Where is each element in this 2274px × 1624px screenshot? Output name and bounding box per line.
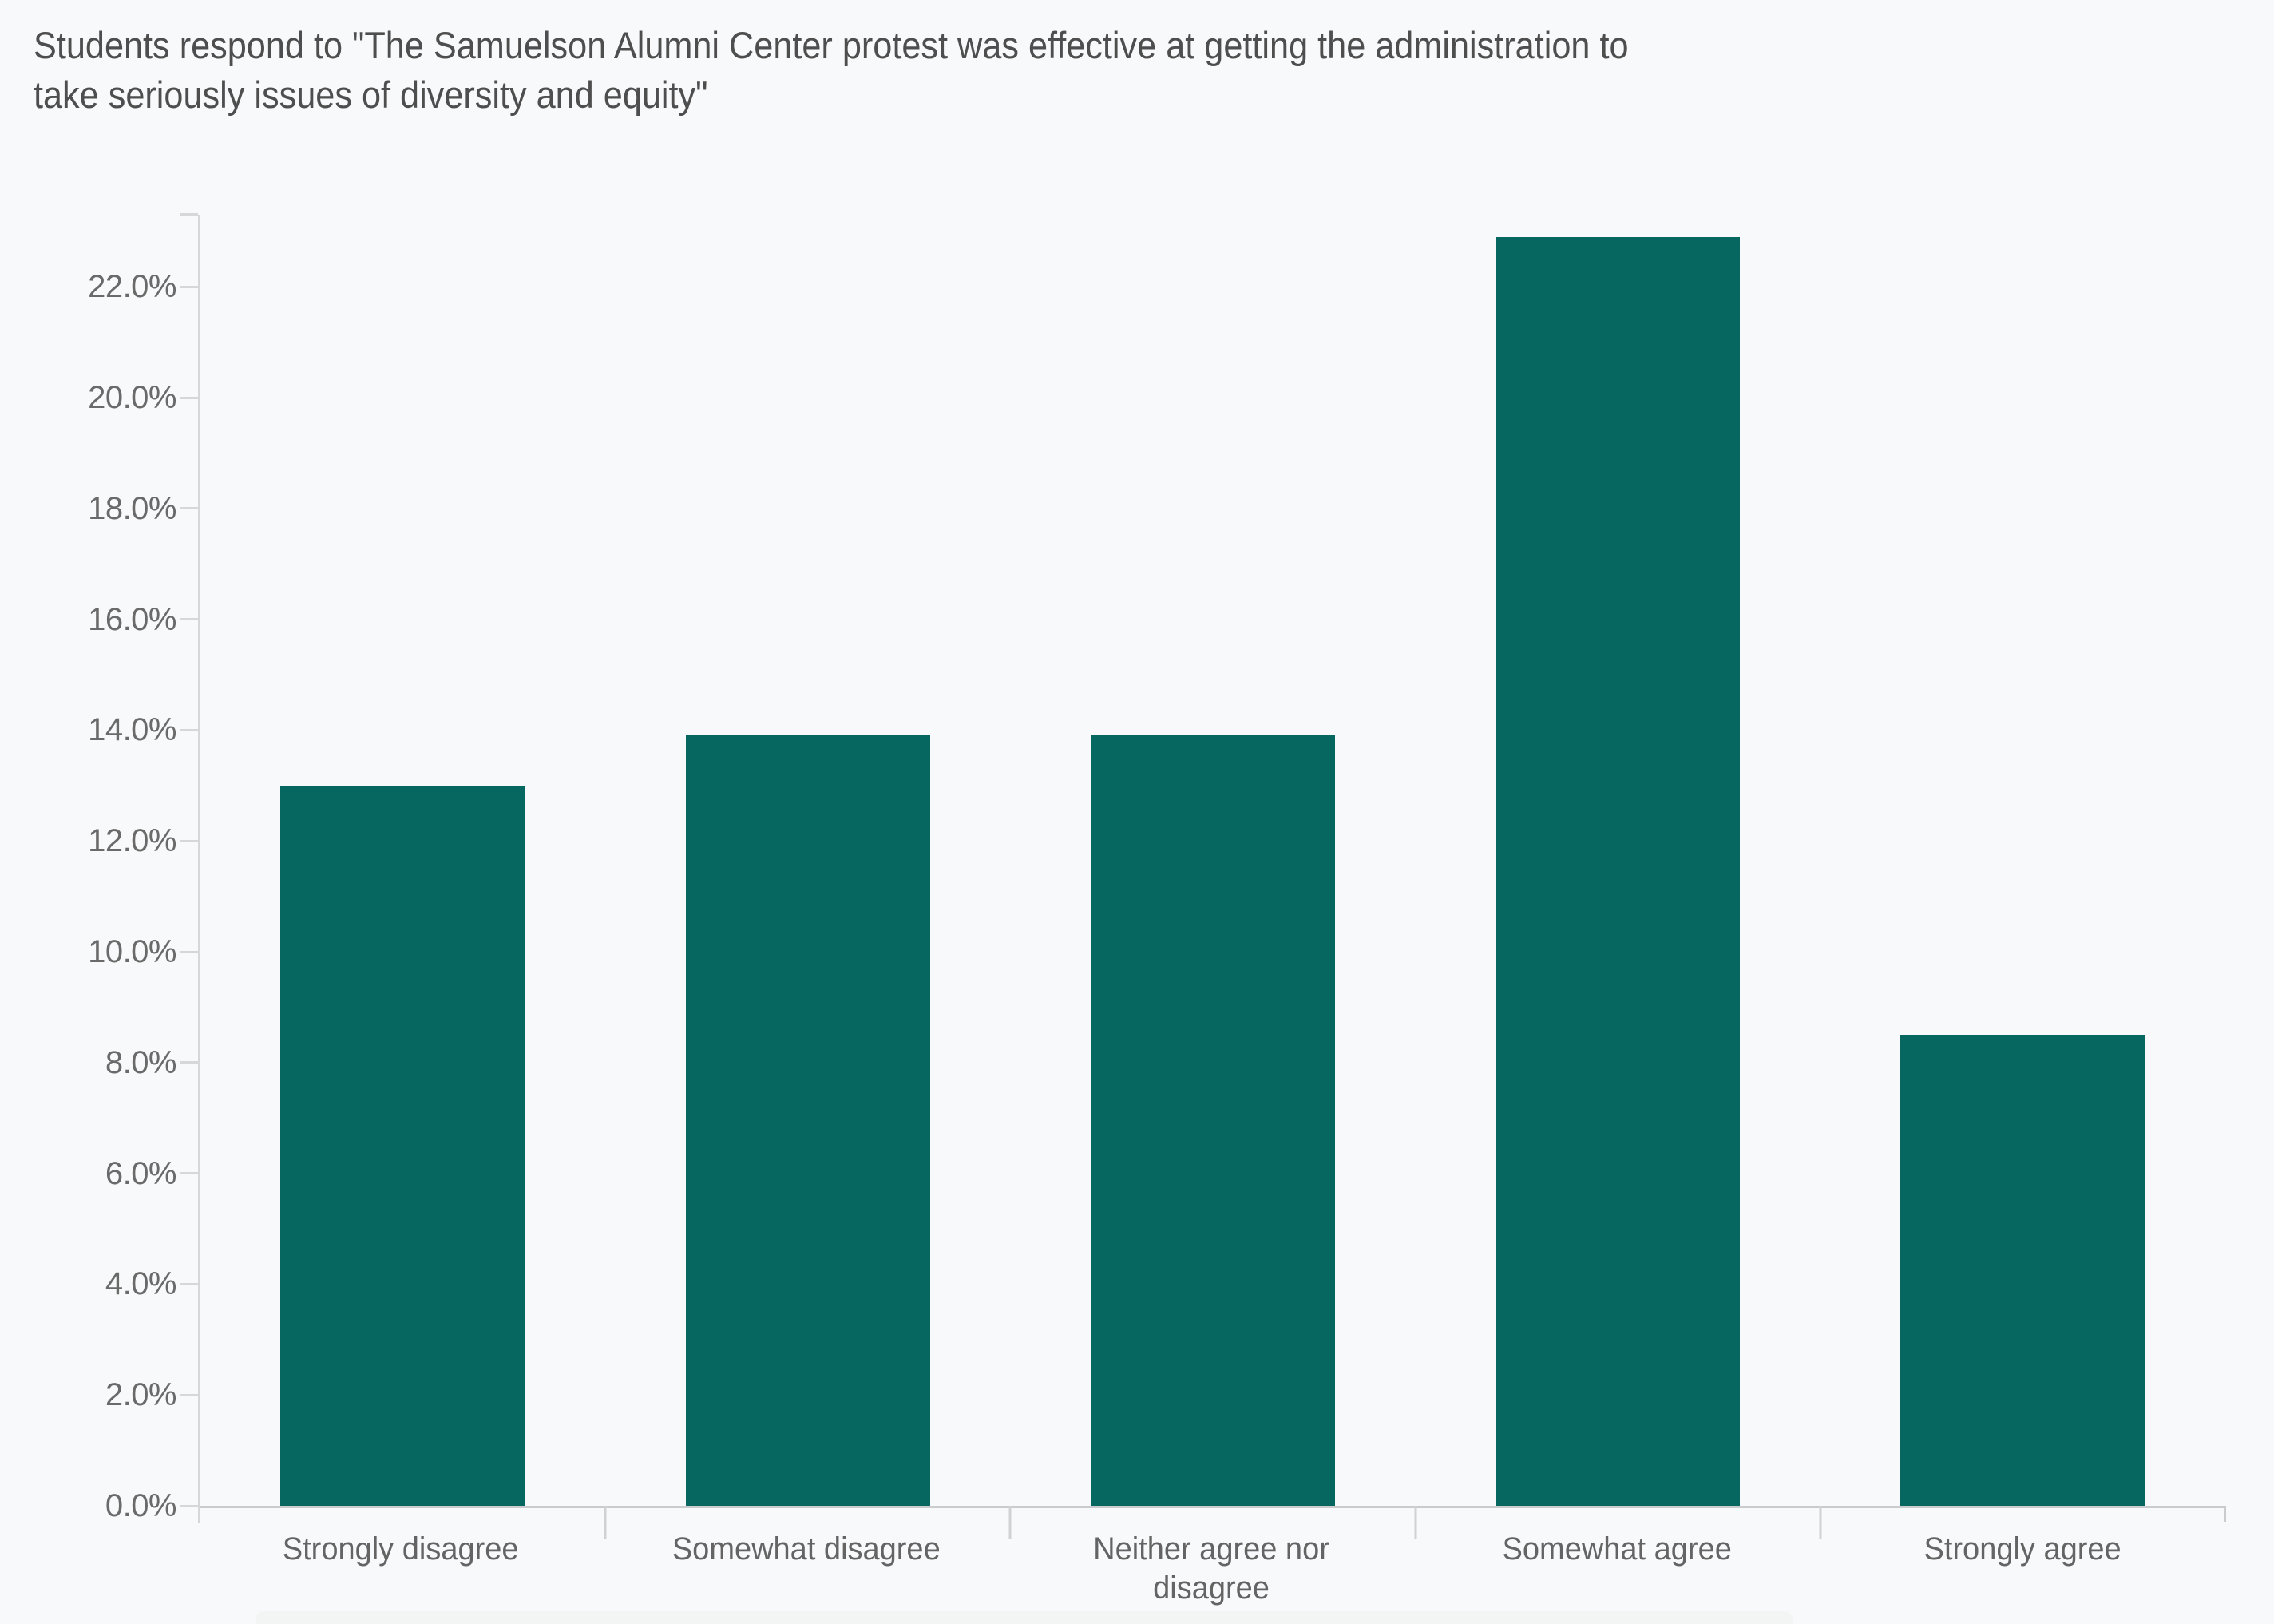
- bar: [685, 735, 930, 1506]
- y-axis-tick: [180, 285, 198, 288]
- y-axis-tick-label: 0.0%: [105, 1488, 177, 1523]
- bar-slot: [605, 215, 1010, 1506]
- chart-title: Students respond to "The Samuelson Alumn…: [34, 21, 2261, 120]
- x-axis-category-label-text: Strongly agree: [1923, 1531, 2121, 1567]
- y-axis-tick-label: 6.0%: [105, 1155, 177, 1191]
- y-axis-tick-label: 2.0%: [105, 1377, 177, 1413]
- x-axis-boundary-tick: [1008, 1506, 1012, 1539]
- y-axis-tick: [180, 618, 198, 621]
- footer-strip: [256, 1611, 1793, 1624]
- y-axis-bottom-tail: [198, 1506, 200, 1523]
- y-axis-tick: [180, 1282, 198, 1285]
- x-axis-category-label-text: Strongly disagree: [283, 1531, 519, 1567]
- plot-area: 0.0% 2.0% 4.0% 6.0% 8.0% 10.0% 12.0% 14.0% 16.0%…: [88, 213, 2226, 1539]
- y-axis-tick-label: 8.0%: [105, 1044, 177, 1080]
- x-axis-category-label: Somewhat disagree: [604, 1530, 1009, 1608]
- y-axis-tick-label: 22.0%: [88, 269, 176, 305]
- y-axis-top-tick: [180, 213, 198, 216]
- y-axis-tick: [180, 396, 198, 399]
- y-axis-tick: [180, 728, 198, 731]
- bar-slot: [1820, 215, 2225, 1506]
- y-axis-tick: [180, 1061, 198, 1064]
- x-axis-category-label: Strongly agree: [1820, 1530, 2225, 1608]
- x-axis-category-label-text: Neither agree nor disagree: [1093, 1531, 1330, 1606]
- y-axis-tick: [180, 1393, 198, 1396]
- y-axis-tick-label: 4.0%: [105, 1266, 177, 1302]
- chart-title-line-1: Students respond to "The Samuelson Alumn…: [34, 24, 1629, 66]
- bar: [1900, 1035, 2145, 1506]
- bar: [1496, 236, 1741, 1506]
- x-axis-category-label-text: Somewhat agree: [1502, 1531, 1732, 1567]
- y-axis-tick-label: 18.0%: [88, 490, 176, 526]
- bar-slot: [1010, 215, 1415, 1506]
- x-axis-boundary-tick: [1414, 1506, 1417, 1539]
- chart-title-line-2: take seriously issues of diversity and e…: [34, 73, 708, 116]
- bar: [1090, 735, 1336, 1506]
- y-axis-tick-label: 10.0%: [88, 934, 176, 970]
- x-axis-category-label: Somewhat agree: [1414, 1530, 1820, 1608]
- x-axis-boundary-tick: [604, 1506, 607, 1539]
- y-axis-tick-label: 20.0%: [88, 380, 176, 416]
- bars-group: [200, 215, 2225, 1506]
- y-axis-tick: [180, 839, 198, 842]
- y-axis-tick: [180, 507, 198, 510]
- y-axis-tick-label: 16.0%: [88, 601, 176, 637]
- x-axis-labels: Strongly disagree Somewhat disagree Neithe…: [198, 1530, 2225, 1608]
- x-axis-category-label: Strongly disagree: [198, 1530, 604, 1608]
- x-axis-category-label-text: Somewhat disagree: [672, 1531, 941, 1567]
- bar-slot: [200, 215, 605, 1506]
- y-axis-tick: [180, 950, 198, 953]
- y-axis-tick-label: 14.0%: [88, 712, 176, 748]
- x-axis-end-tick: [2224, 1506, 2226, 1522]
- y-axis-tick: [180, 1172, 198, 1175]
- bar-slot: [1416, 215, 1820, 1506]
- bar: [280, 785, 525, 1506]
- y-axis-tick-label: 12.0%: [88, 823, 176, 859]
- x-axis-category-label: Neither agree nor disagree: [1009, 1530, 1415, 1608]
- y-axis-tick: [180, 1504, 198, 1507]
- x-axis-boundary-tick: [1819, 1506, 1822, 1539]
